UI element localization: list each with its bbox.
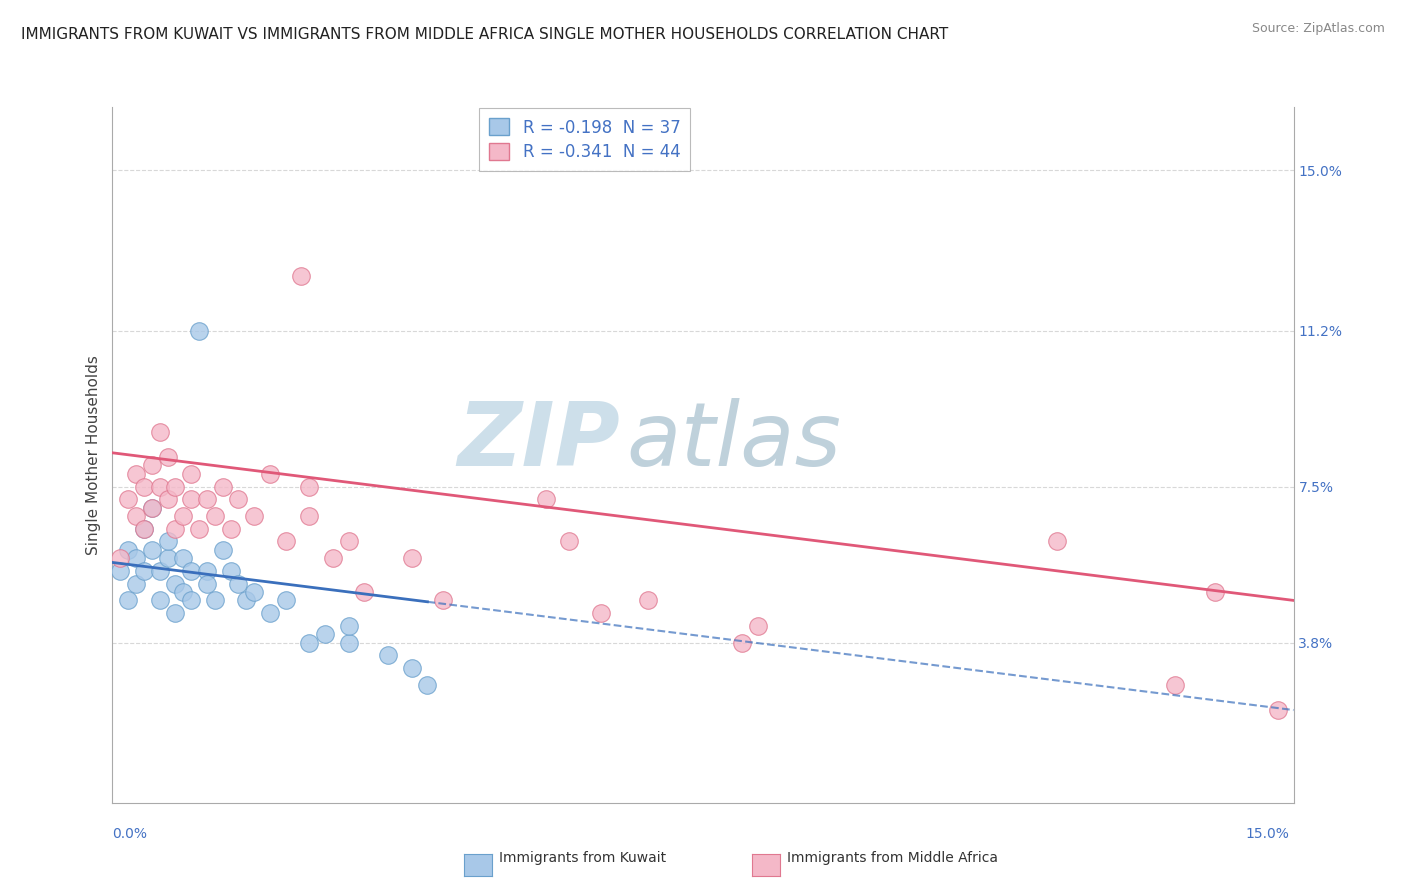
Point <box>1046 534 1069 549</box>
Point <box>141 500 163 515</box>
Point <box>132 479 155 493</box>
Point <box>125 509 148 524</box>
Point <box>259 467 281 481</box>
Point <box>228 492 250 507</box>
Point <box>219 522 242 536</box>
Point <box>1204 585 1226 599</box>
Point <box>141 542 163 557</box>
Point <box>141 500 163 515</box>
Legend: R = -0.198  N = 37, R = -0.341  N = 44: R = -0.198 N = 37, R = -0.341 N = 44 <box>479 109 690 171</box>
Point <box>401 551 423 566</box>
Point <box>211 479 233 493</box>
Point <box>1164 678 1187 692</box>
Text: atlas: atlas <box>626 398 841 484</box>
Text: Immigrants from Kuwait: Immigrants from Kuwait <box>499 851 666 865</box>
Point <box>558 534 581 549</box>
Point <box>534 492 557 507</box>
Point <box>337 618 360 632</box>
Y-axis label: Single Mother Households: Single Mother Households <box>86 355 101 555</box>
Point <box>125 576 148 591</box>
Point <box>235 593 257 607</box>
Text: Immigrants from Middle Africa: Immigrants from Middle Africa <box>787 851 998 865</box>
Point <box>149 564 172 578</box>
Point <box>172 551 194 566</box>
Point <box>195 564 218 578</box>
Point <box>337 635 360 649</box>
Point <box>172 509 194 524</box>
Text: IMMIGRANTS FROM KUWAIT VS IMMIGRANTS FROM MIDDLE AFRICA SINGLE MOTHER HOUSEHOLDS: IMMIGRANTS FROM KUWAIT VS IMMIGRANTS FRO… <box>21 27 948 42</box>
Point <box>290 268 312 283</box>
Point <box>188 522 211 536</box>
Point <box>259 606 281 620</box>
Point <box>747 618 769 632</box>
Point <box>132 564 155 578</box>
Text: 15.0%: 15.0% <box>1246 827 1289 841</box>
Point <box>195 576 218 591</box>
Point <box>195 492 218 507</box>
Text: 0.0%: 0.0% <box>112 827 148 841</box>
Point <box>637 593 659 607</box>
Point <box>211 542 233 557</box>
Point <box>165 576 187 591</box>
Point <box>156 450 179 464</box>
Point <box>156 551 179 566</box>
Point <box>156 492 179 507</box>
Point <box>416 678 439 692</box>
Point <box>298 635 321 649</box>
Point <box>314 627 336 641</box>
Point <box>432 593 454 607</box>
Point <box>188 324 211 338</box>
Point <box>132 522 155 536</box>
Point <box>589 606 612 620</box>
Text: ZIP: ZIP <box>457 398 620 484</box>
Point <box>117 593 139 607</box>
Point <box>353 585 375 599</box>
Point <box>165 522 187 536</box>
Point <box>401 661 423 675</box>
Point <box>149 425 172 439</box>
Point <box>156 534 179 549</box>
Point <box>110 564 132 578</box>
Point <box>110 551 132 566</box>
Point <box>274 534 297 549</box>
Point <box>117 542 139 557</box>
Point <box>172 585 194 599</box>
Point <box>165 479 187 493</box>
Point <box>117 492 139 507</box>
Point <box>243 585 266 599</box>
Point <box>180 467 202 481</box>
Point <box>228 576 250 591</box>
Point <box>204 593 226 607</box>
Point <box>298 509 321 524</box>
Point <box>219 564 242 578</box>
Text: Source: ZipAtlas.com: Source: ZipAtlas.com <box>1251 22 1385 36</box>
Point <box>298 479 321 493</box>
Point <box>125 467 148 481</box>
Point <box>731 635 754 649</box>
Point <box>141 458 163 473</box>
Point <box>180 564 202 578</box>
Point <box>149 593 172 607</box>
Point <box>204 509 226 524</box>
Point <box>377 648 399 663</box>
Point <box>180 593 202 607</box>
Point <box>274 593 297 607</box>
Point <box>337 534 360 549</box>
Point <box>165 606 187 620</box>
Point <box>322 551 344 566</box>
Point <box>1267 703 1289 717</box>
Point <box>149 479 172 493</box>
Point <box>180 492 202 507</box>
Point <box>243 509 266 524</box>
Point <box>132 522 155 536</box>
Point <box>125 551 148 566</box>
